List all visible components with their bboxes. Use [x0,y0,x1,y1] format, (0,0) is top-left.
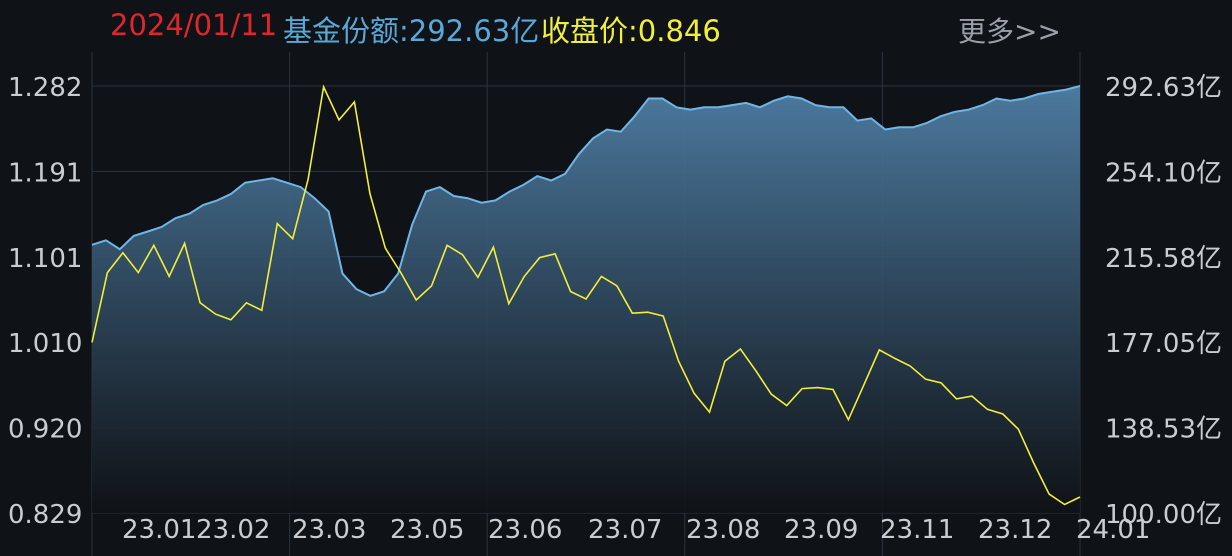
right-tick-label: 138.53亿 [1105,415,1222,445]
x-tick-label: 23.12 [978,515,1052,545]
left-axis-ticks: 1.282 1.191 1.101 1.010 0.920 0.829 [8,73,82,530]
date-label: 2024/01/11 [110,8,278,42]
chart-header: 2024/01/11 基金份额:292.63亿 收盘价:0.846 更多>> [0,0,1232,52]
x-tick-label: 23.05 [390,515,464,545]
fund-share-label: 基金份额:292.63亿 [283,14,540,48]
x-tick-label: 23.02 [196,515,270,545]
right-tick-label: 254.10亿 [1105,158,1222,188]
x-tick-label: 23.08 [686,515,760,545]
left-tick-label: 1.010 [8,329,82,359]
left-tick-label: 0.920 [8,415,82,445]
left-tick-label: 1.191 [8,158,82,188]
fund-share-series-line [91,85,1081,297]
left-tick-label: 1.282 [8,73,82,103]
close-price-series-line [91,84,1081,506]
x-tick-label: 23.09 [784,515,858,545]
right-tick-label: 215.58亿 [1105,244,1222,274]
right-axis-ticks: 292.63亿 254.10亿 215.58亿 177.05亿 138.53亿 100.0… [1105,73,1222,530]
more-link[interactable]: 更多>> [958,15,1061,48]
x-tick-label: 23.03 [292,515,366,545]
x-tick-label: 24.01 [1076,515,1150,545]
right-tick-label: 177.05亿 [1105,329,1222,359]
right-tick-label: 100.00亿 [1105,500,1222,530]
x-axis-ticks: 23.01 23.02 23.03 23.05 23.06 23.07 23.08 23.09… [122,515,1150,545]
left-tick-label: 1.101 [8,244,82,274]
x-tick-label: 23.07 [588,515,662,545]
right-tick-label: 292.63亿 [1105,73,1222,103]
left-tick-label: 0.829 [8,500,82,530]
x-tick-label: 23.11 [880,515,954,545]
x-tick-label: 23.06 [488,515,562,545]
close-price-label: 收盘价:0.846 [541,14,721,48]
x-tick-label: 23.01 [122,515,196,545]
